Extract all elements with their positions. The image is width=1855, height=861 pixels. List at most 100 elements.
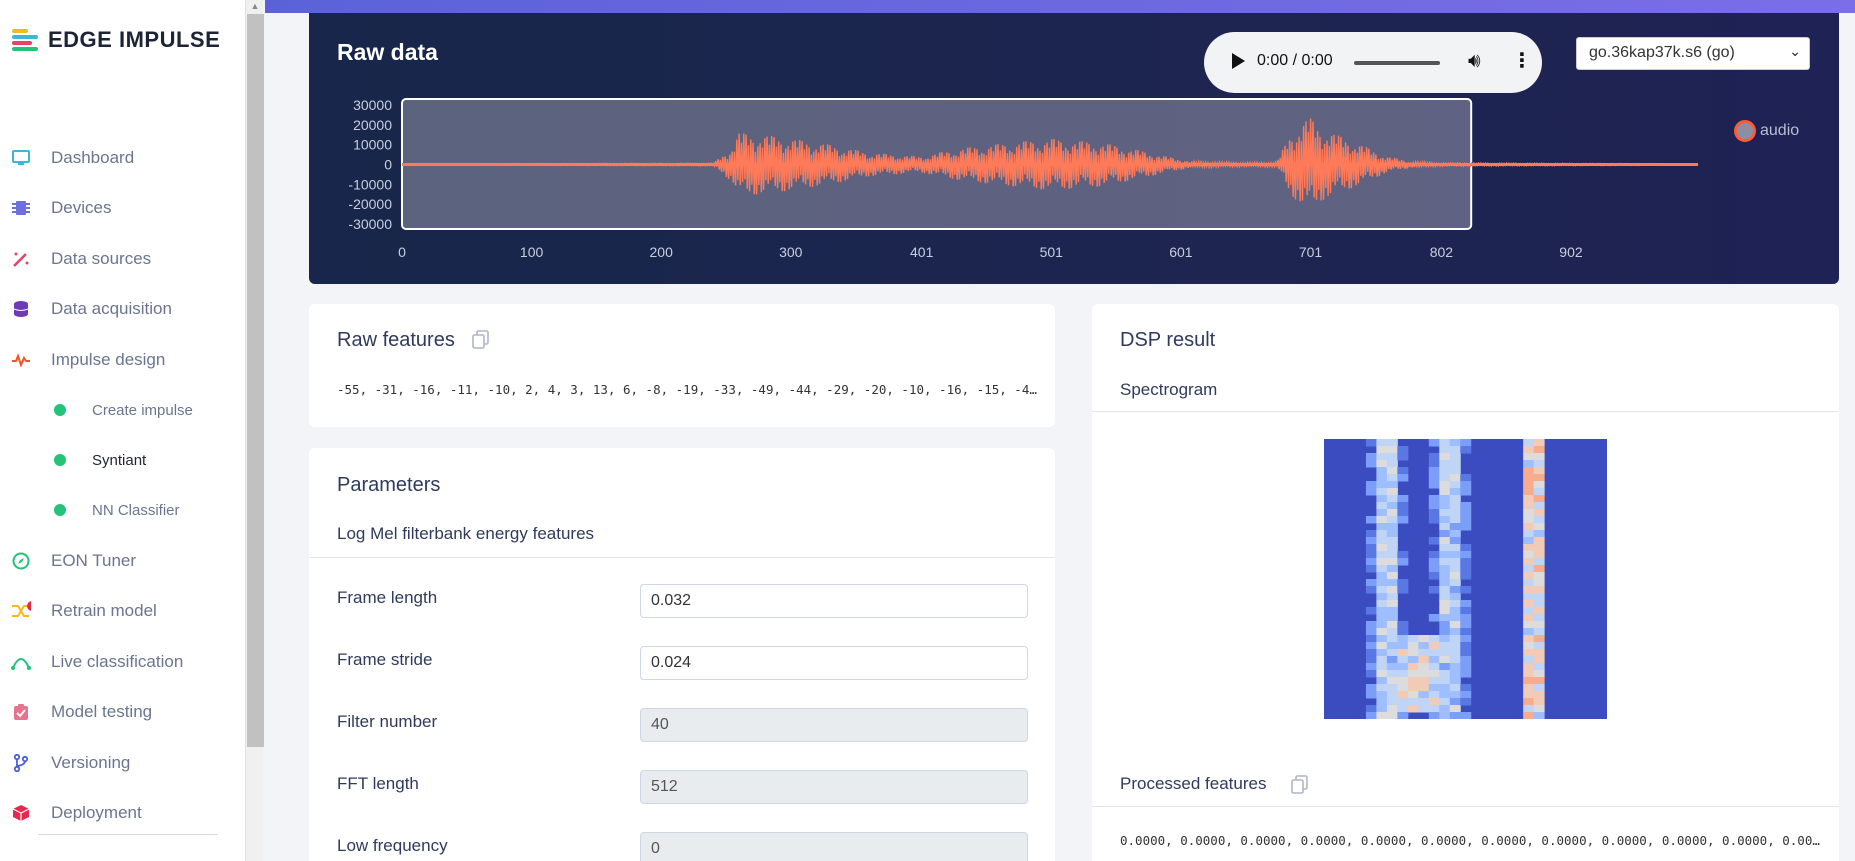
dsp-result-card: DSP result Spectrogram Processed feature… — [1092, 304, 1839, 861]
sidebar-item-label: Devices — [51, 198, 112, 217]
x-tick-label: 200 — [650, 244, 674, 260]
sidebar-scrollbar-thumb[interactable] — [247, 14, 264, 747]
dsp-result-title: DSP result — [1120, 329, 1216, 351]
filter-number-input: 40 — [640, 708, 1028, 742]
raw-data-chart[interactable]: 30000 20000 10000 0 -10000 -20000 -30000 0 100 20… — [309, 13, 1839, 284]
legend-label: audio — [1760, 122, 1800, 139]
pulse-icon — [11, 350, 31, 370]
fft-length-label: FFT length — [337, 774, 419, 793]
parameters-card: Parameters Log Mel filterbank energy fea… — [309, 448, 1055, 861]
chip-icon — [11, 198, 31, 218]
sidebar-item-retrain-model[interactable]: Retrain model — [0, 589, 245, 633]
sidebar-item-label: Deployment — [51, 803, 142, 822]
sidebar-item-eon-tuner[interactable]: EON Tuner — [0, 539, 245, 583]
y-tick-label: 0 — [384, 157, 392, 173]
x-tick-label: 902 — [1559, 244, 1583, 260]
logo-text: EDGE IMPULSE — [48, 27, 221, 52]
sidebar: EDGE IMPULSE Dashboard Devices Data source… — [0, 0, 245, 861]
sidebar-item-label: Create impulse — [92, 401, 193, 419]
raw-data-title: Raw data — [337, 39, 438, 65]
sidebar-item-label: Versioning — [51, 753, 131, 772]
sidebar-item-label: Syntiant — [92, 451, 147, 469]
volume-icon[interactable]: 🔊︎ — [1468, 50, 1481, 72]
sample-select[interactable]: go.36kap37k.s6 (go) ⌄ — [1576, 37, 1810, 70]
player-time: 0:00 / 0:00 — [1257, 52, 1333, 69]
sidebar-item-impulse-design[interactable]: Impulse design — [0, 338, 245, 382]
processed-features-values: 0.0000, 0.0000, 0.0000, 0.0000, 0.0000, … — [1120, 833, 1820, 848]
sidebar-item-label: Data acquisition — [51, 299, 172, 318]
frame-length-label: Frame length — [337, 588, 438, 607]
copy-icon[interactable] — [472, 330, 490, 350]
y-tick-label: 20000 — [353, 117, 392, 133]
clipboard-check-icon — [11, 702, 31, 722]
status-dot-icon — [54, 454, 66, 466]
more-options-icon[interactable]: ⋮ — [1512, 50, 1532, 72]
processed-features-label: Processed features — [1120, 774, 1267, 793]
x-tick-label: 0 — [398, 244, 406, 260]
monitor-icon — [11, 148, 31, 168]
fft-length-input: 512 — [640, 770, 1028, 804]
copy-icon[interactable] — [1291, 775, 1309, 795]
parameters-divider — [309, 557, 1055, 558]
dsp-divider — [1092, 411, 1839, 412]
raw-features-card: Raw features -55, -31, -16, -11, -10, 2,… — [309, 304, 1055, 427]
raw-features-values: -55, -31, -16, -11, -10, 2, 4, 3, 13, 6,… — [337, 382, 1037, 397]
sidebar-item-devices[interactable]: Devices — [0, 186, 245, 230]
sidebar-item-versioning[interactable]: Versioning — [0, 741, 245, 785]
frame-stride-label: Frame stride — [337, 650, 433, 669]
y-tick-label: 10000 — [353, 137, 392, 153]
branch-icon — [11, 753, 31, 773]
scroll-up-arrow-icon[interactable]: ▲ — [250, 1, 260, 11]
frame-stride-input[interactable]: 0.024 — [640, 646, 1028, 680]
chart-legend[interactable]: audio — [1734, 120, 1799, 142]
sidebar-item-label: Data sources — [51, 249, 152, 268]
sidebar-item-data-sources[interactable]: Data sources — [0, 237, 245, 281]
frame-length-input[interactable]: 0.032 — [640, 584, 1028, 618]
filter-number-label: Filter number — [337, 712, 438, 731]
y-tick-label: 30000 — [353, 97, 392, 113]
sidebar-item-create-impulse[interactable]: Create impulse — [0, 388, 245, 432]
x-tick-label: 100 — [520, 244, 544, 260]
top-banner-strip — [265, 0, 1855, 13]
x-tick-label: 300 — [779, 244, 803, 260]
y-tick-label: -10000 — [348, 176, 392, 192]
edge-impulse-logo-icon — [12, 29, 40, 51]
sidebar-item-live-classification[interactable]: Live classification — [0, 640, 245, 684]
low-frequency-label: Low frequency — [337, 836, 448, 855]
play-icon[interactable] — [1232, 53, 1245, 69]
sidebar-item-dashboard[interactable]: Dashboard — [0, 136, 245, 180]
sidebar-item-syntiant[interactable]: Syntiant — [0, 438, 245, 482]
logo[interactable]: EDGE IMPULSE — [12, 26, 220, 54]
sidebar-item-label: Live classification — [51, 652, 184, 671]
compass-icon — [11, 551, 31, 571]
status-dot-icon — [54, 404, 66, 416]
database-icon — [11, 299, 31, 319]
sidebar-item-label: EON Tuner — [51, 551, 137, 570]
sidebar-item-model-testing[interactable]: Model testing — [0, 690, 245, 734]
sidebar-item-label: NN Classifier — [92, 501, 180, 519]
raw-features-title: Raw features — [337, 329, 455, 351]
raw-data-panel: Raw data 30000 20000 10000 0 -10000 -20000 -30… — [309, 13, 1839, 284]
player-progress-track[interactable] — [1354, 61, 1440, 65]
dsp-divider — [1092, 806, 1839, 807]
sidebar-item-data-acquisition[interactable]: Data acquisition — [0, 287, 245, 331]
spectrogram-image — [1324, 439, 1607, 719]
spectrogram-label: Spectrogram — [1120, 380, 1218, 399]
sidebar-item-label: Retrain model — [51, 601, 157, 620]
chevron-down-icon: ⌄ — [1789, 43, 1801, 59]
box-icon — [11, 803, 31, 823]
sidebar-item-nn-classifier[interactable]: NN Classifier — [0, 488, 245, 532]
status-dot-icon — [54, 504, 66, 516]
x-tick-label: 501 — [1040, 244, 1064, 260]
x-tick-label: 802 — [1430, 244, 1454, 260]
legend-swatch — [1734, 120, 1756, 142]
sidebar-item-deployment[interactable]: Deployment — [0, 791, 245, 835]
parameters-title: Parameters — [337, 474, 441, 496]
parameters-subtitle: Log Mel filterbank energy features — [337, 524, 595, 543]
x-tick-label: 601 — [1169, 244, 1193, 260]
sidebar-item-label: Dashboard — [51, 148, 135, 167]
y-tick-label: -30000 — [348, 216, 392, 232]
audio-player[interactable]: 0:00 / 0:00 🔊︎ ⋮ — [1204, 32, 1542, 93]
y-tick-label: -20000 — [348, 196, 392, 212]
x-tick-label: 401 — [910, 244, 934, 260]
